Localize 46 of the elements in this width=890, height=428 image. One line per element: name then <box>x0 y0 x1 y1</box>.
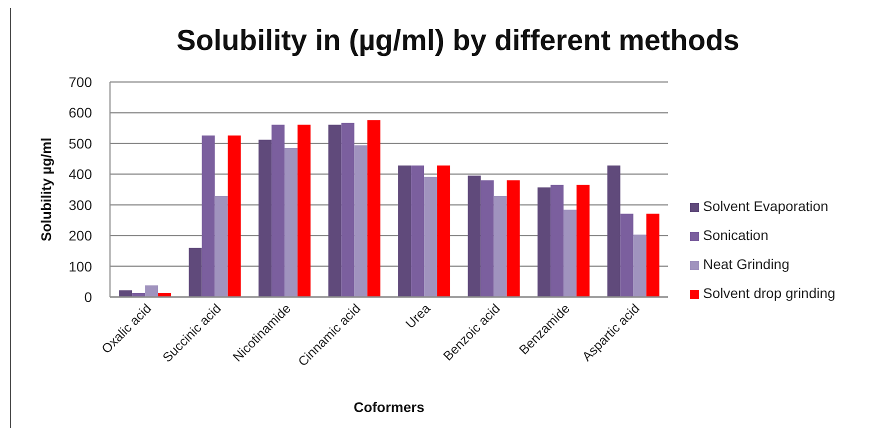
bar <box>298 124 311 297</box>
bar <box>272 124 285 297</box>
bar <box>538 187 551 297</box>
bar <box>564 210 577 297</box>
bar <box>188 248 202 297</box>
y-tick-label: 100 <box>68 258 92 274</box>
bar <box>202 135 215 297</box>
legend-label: Sonication <box>703 227 768 243</box>
bar <box>646 214 660 297</box>
x-axis-title: Coformers <box>354 399 425 415</box>
y-axis-title: Solubility µg/ml <box>38 138 54 242</box>
bar <box>367 120 380 297</box>
bar <box>145 285 158 297</box>
bar <box>284 148 298 297</box>
x-tick-label: Urea <box>402 300 434 332</box>
legend-label: Solvent drop grinding <box>703 285 836 301</box>
chart-title: Solubility in (µg/ml) by different methods <box>176 25 740 58</box>
bar <box>550 184 564 297</box>
bar <box>468 176 481 297</box>
bar <box>119 290 132 297</box>
bar <box>398 166 412 297</box>
bar <box>214 196 228 297</box>
bar <box>620 214 634 297</box>
y-tick-label: 700 <box>68 74 92 90</box>
bar <box>633 234 646 297</box>
bar <box>506 180 520 297</box>
bar <box>258 140 272 297</box>
bar <box>341 122 354 297</box>
bar <box>494 196 507 297</box>
bar <box>228 135 241 297</box>
y-tick-label: 300 <box>68 196 92 213</box>
legend-label: Neat Grinding <box>703 256 790 272</box>
bar <box>424 176 438 297</box>
legend-label: Solvent Evaporation <box>703 198 828 214</box>
bar <box>354 145 368 297</box>
bar <box>576 184 590 297</box>
bar <box>411 166 424 297</box>
y-tick-label: 400 <box>68 166 92 182</box>
y-tick-label: 600 <box>68 104 92 121</box>
y-tick-label: 500 <box>68 135 92 152</box>
bar <box>480 180 494 297</box>
y-tick-label: 0 <box>84 288 92 305</box>
bar <box>607 166 620 297</box>
bar <box>328 124 342 297</box>
y-tick-label: 200 <box>68 228 92 244</box>
bar <box>437 166 450 297</box>
